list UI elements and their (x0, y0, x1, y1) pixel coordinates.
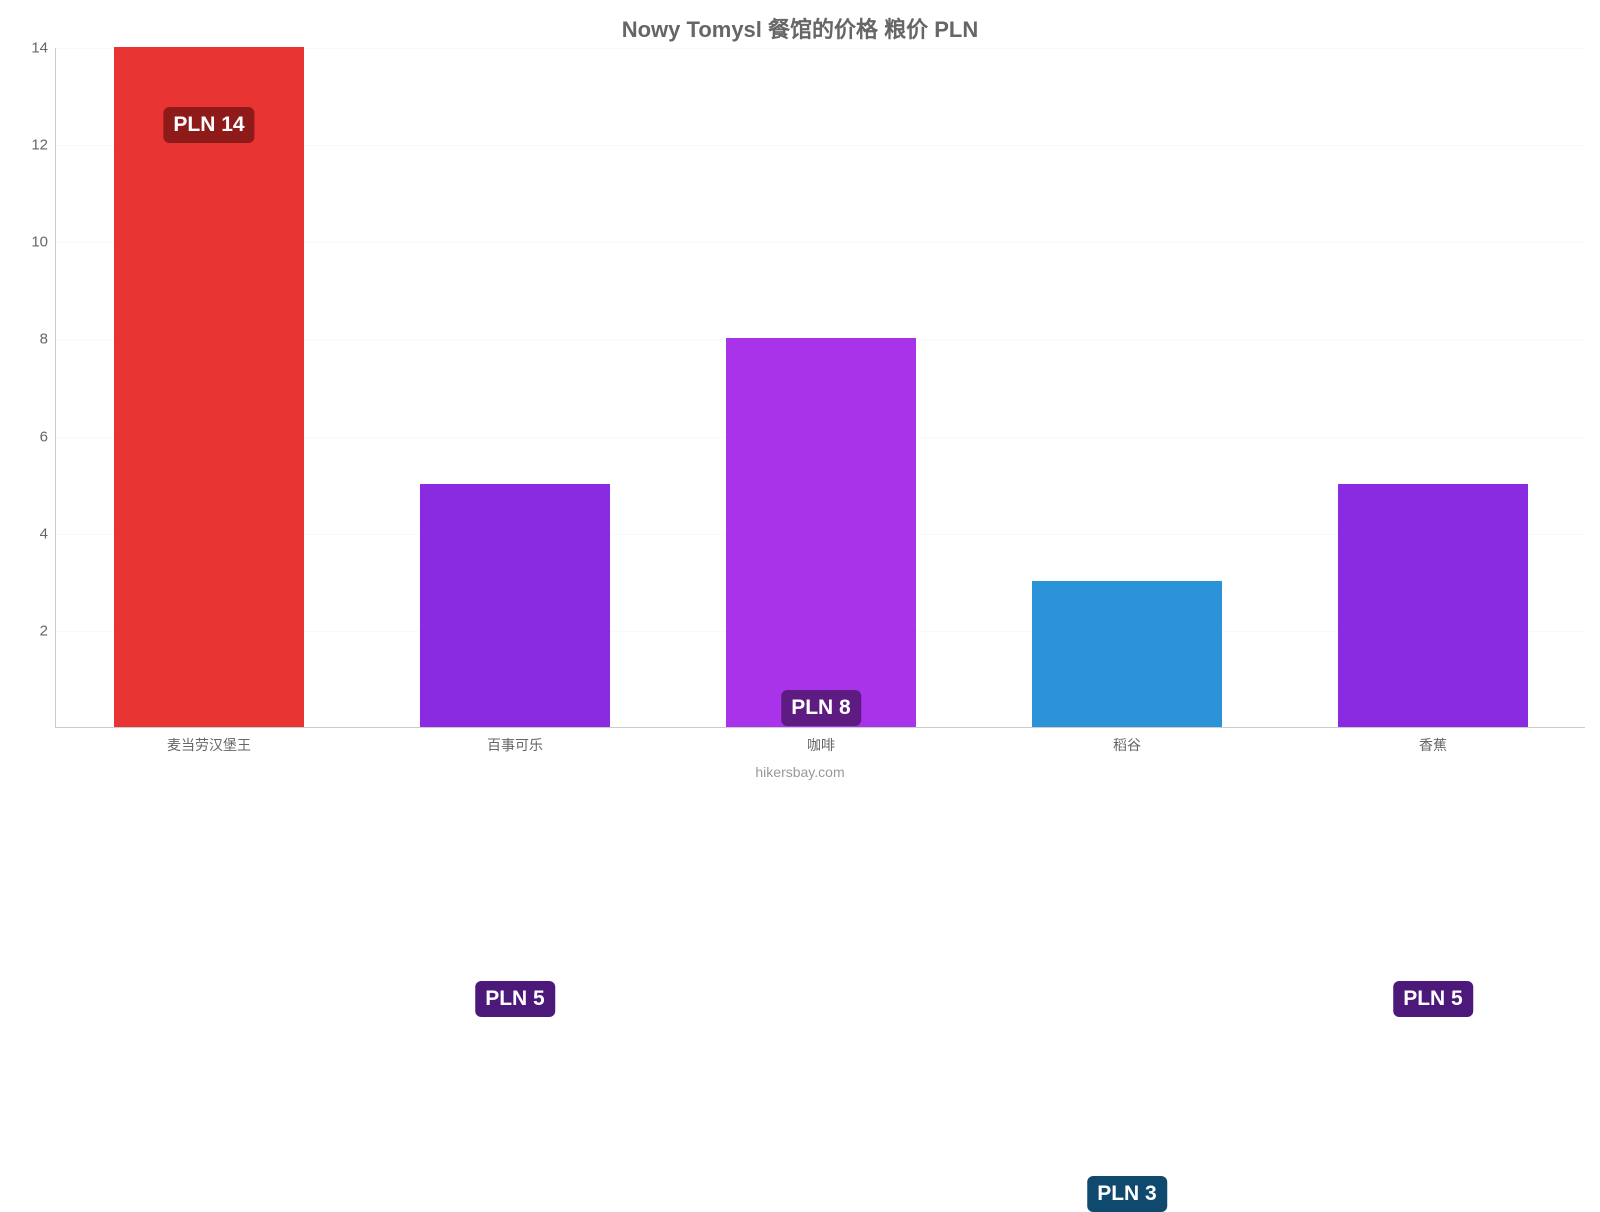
y-tick-label: 4 (40, 525, 56, 542)
x-tick-label: 香蕉 (1419, 727, 1447, 755)
bar-value-badge: PLN 5 (1393, 981, 1473, 1017)
x-tick-label: 咖啡 (807, 727, 835, 755)
x-tick-label: 麦当劳汉堡王 (167, 727, 251, 755)
y-tick-label: 2 (40, 622, 56, 639)
bar: PLN 5 (1338, 484, 1528, 727)
chart-title: Nowy Tomysl 餐馆的价格 粮价 PLN (0, 12, 1600, 44)
watermark: hikersbay.com (0, 764, 1600, 780)
y-tick-label: 8 (40, 331, 56, 348)
bar-value-badge: PLN 8 (781, 690, 861, 726)
x-tick-label: 稻谷 (1113, 727, 1141, 755)
y-tick-label: 14 (31, 40, 56, 57)
y-tick-label: 10 (31, 234, 56, 251)
bar: PLN 5 (420, 484, 610, 727)
chart-container: Nowy Tomysl 餐馆的价格 粮价 PLN 2468101214PLN 1… (0, 0, 1600, 800)
bar-value-badge: PLN 14 (163, 107, 254, 143)
y-tick-label: 6 (40, 428, 56, 445)
plot-area: 2468101214PLN 14麦当劳汉堡王PLN 5百事可乐PLN 8咖啡PL… (55, 48, 1585, 728)
y-tick-label: 12 (31, 137, 56, 154)
bar: PLN 3 (1032, 581, 1222, 727)
bar: PLN 14 (114, 47, 304, 727)
bar-value-badge: PLN 3 (1087, 1176, 1167, 1212)
bar-value-badge: PLN 5 (475, 981, 555, 1017)
x-tick-label: 百事可乐 (487, 727, 543, 755)
bar: PLN 8 (726, 338, 916, 727)
